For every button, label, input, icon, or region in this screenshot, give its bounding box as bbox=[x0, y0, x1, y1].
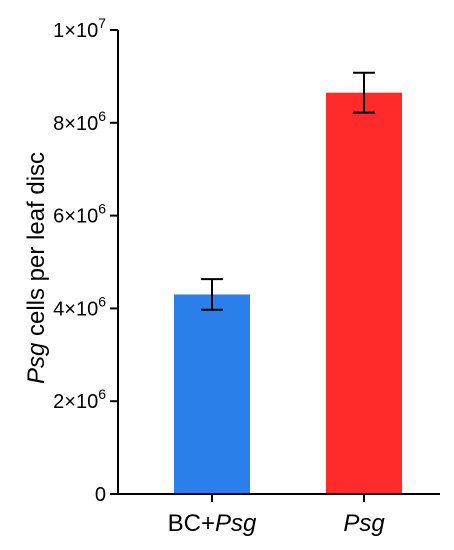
bar bbox=[326, 92, 402, 494]
y-tick-label: 2×106 bbox=[53, 386, 106, 413]
y-tick-label: 4×106 bbox=[53, 293, 106, 320]
y-tick-label: 0 bbox=[95, 484, 106, 506]
x-tick-label: BC+Psg bbox=[168, 510, 257, 537]
y-axis-label-rest: cells per leaf disc bbox=[23, 152, 50, 343]
x-axis: BC+Psg Psg bbox=[117, 493, 440, 537]
x-tick-label: Psg bbox=[343, 510, 385, 537]
y-axis-label-italic: Psg bbox=[23, 342, 50, 384]
y-tick-label: 8×106 bbox=[53, 108, 106, 135]
bars bbox=[174, 71, 402, 494]
y-tick-label: 6×106 bbox=[53, 201, 106, 228]
y-axis: 0 2×106 4×106 6×106 8×106 1×107 bbox=[53, 15, 119, 506]
y-tick-label: 1×107 bbox=[53, 15, 106, 42]
bar bbox=[174, 294, 250, 494]
y-axis-label: Psg cells per leaf disc bbox=[23, 152, 50, 384]
